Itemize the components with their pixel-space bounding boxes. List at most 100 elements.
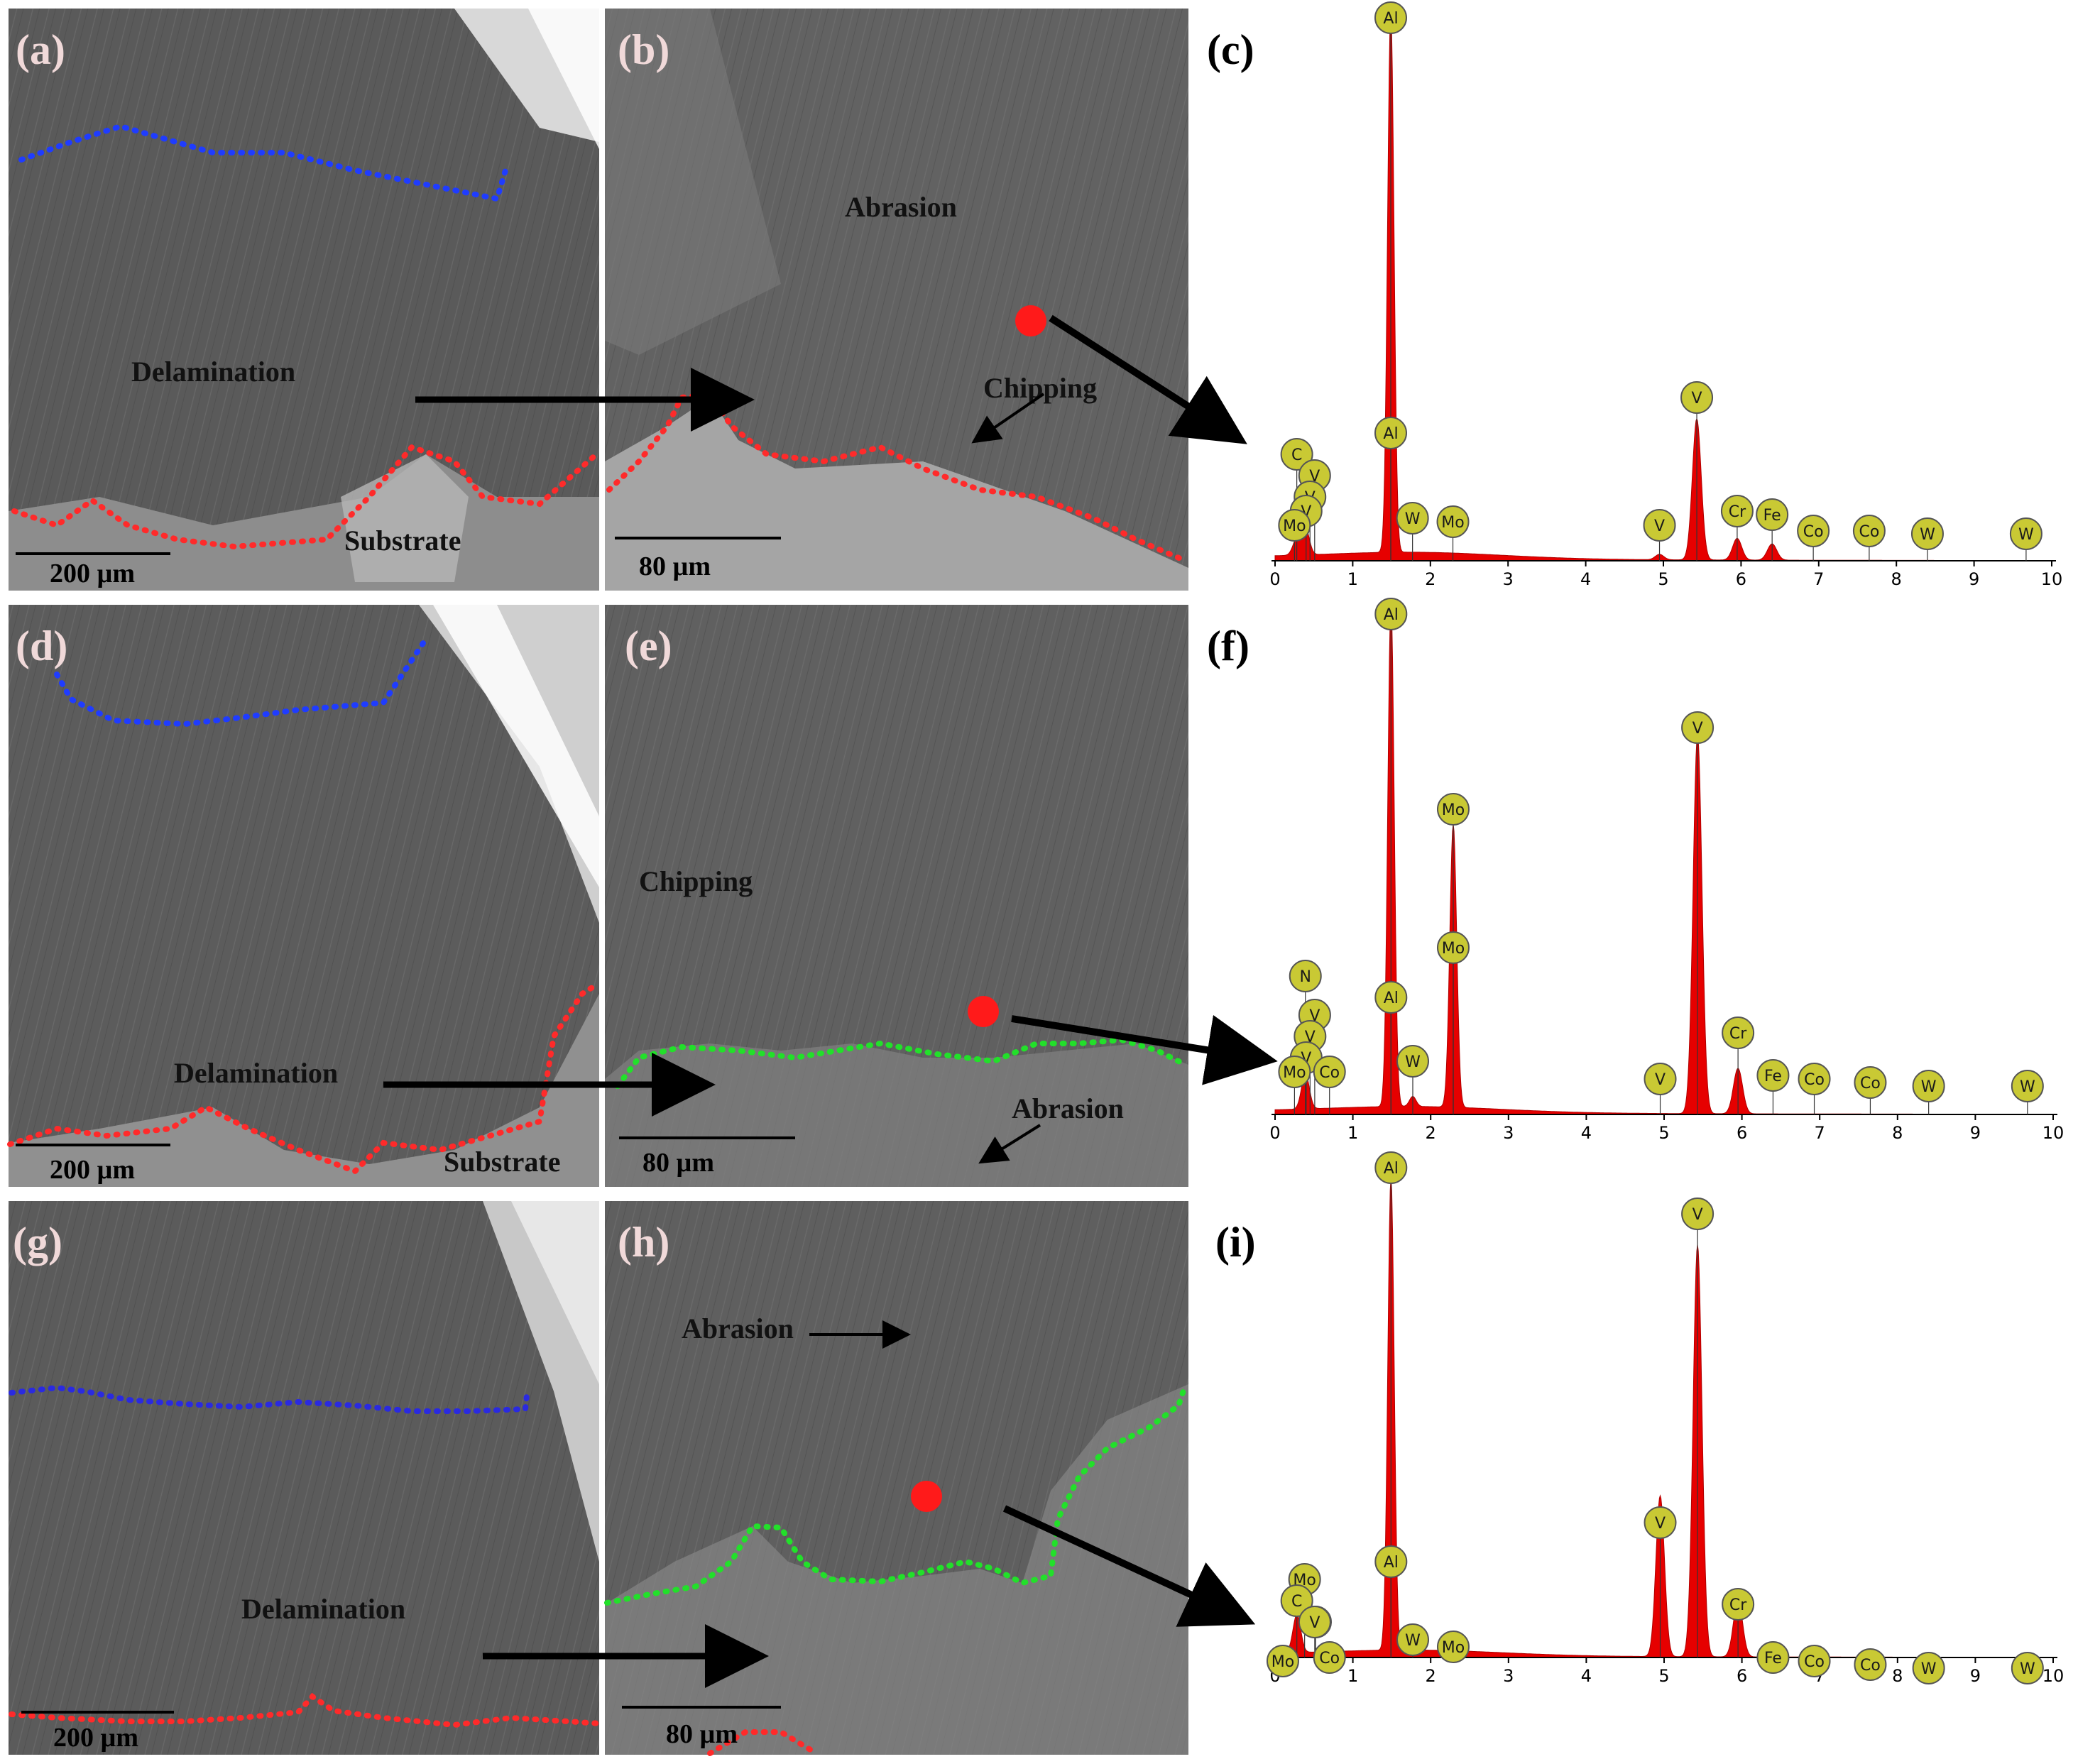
element-marker-w: W (2011, 1070, 2044, 1114)
x-tick-label: 5 (1658, 569, 1668, 589)
element-marker-cr: Cr (1720, 495, 1754, 561)
element-marker-fe: Fe (1756, 1641, 1790, 1674)
svg-text:W: W (2018, 526, 2034, 544)
element-marker-w: W (2011, 1652, 2044, 1684)
x-tick-label: 7 (1813, 569, 1824, 589)
svg-text:W: W (1921, 1660, 1937, 1678)
panel-label-i: (i) (1215, 1219, 1256, 1266)
svg-text:Co: Co (1319, 1064, 1340, 1082)
svg-text:W: W (1405, 1632, 1421, 1650)
element-marker-v: V (1681, 1198, 1715, 1657)
x-tick-label: 5 (1658, 1123, 1669, 1143)
element-marker-w: W (2009, 517, 2042, 561)
x-tick-label: 4 (1581, 1123, 1592, 1143)
svg-text:Al: Al (1384, 990, 1399, 1007)
eds-spectrum-c: 012345678910AlAlCVVVMoWMoVVCrFeCoCoWW (1269, 1, 2063, 589)
x-tick-label: 10 (2042, 1123, 2065, 1143)
svg-text:Cr: Cr (1729, 1025, 1747, 1043)
element-marker-w: W (1396, 502, 1429, 561)
element-marker-mo: Mo (1436, 931, 1470, 1114)
x-tick-label: 3 (1503, 1666, 1514, 1686)
scale-bar-label: 80 µm (639, 552, 711, 581)
panel-label-a: (a) (16, 26, 65, 73)
element-marker-fe: Fe (1756, 1059, 1790, 1114)
scale-bar-label: 200 µm (50, 559, 135, 588)
svg-text:Mo: Mo (1272, 1653, 1294, 1671)
svg-text:Mo: Mo (1442, 801, 1465, 819)
element-marker-mo: Mo (1436, 1631, 1470, 1663)
annotation-chipping: Chipping (639, 865, 753, 897)
element-marker-mo: Mo (1436, 505, 1470, 561)
element-marker-v: V (1681, 711, 1715, 1114)
x-tick-label: 10 (2041, 569, 2063, 589)
blue-boundary-line (54, 636, 429, 728)
element-marker-co: Co (1852, 515, 1886, 561)
element-marker-co: Co (1313, 1056, 1346, 1114)
panel-label-g: (g) (13, 1219, 62, 1266)
svg-text:C: C (1291, 1593, 1302, 1611)
svg-text:W: W (1405, 510, 1421, 528)
scale-bar-label: 200 µm (50, 1155, 135, 1185)
red-boundary-line (707, 1729, 819, 1756)
annotation-delamination: Delamination (174, 1057, 338, 1089)
element-marker-mo: Mo (1278, 509, 1311, 561)
element-marker-co: Co (1854, 1066, 1887, 1114)
x-tick-label: 5 (1658, 1666, 1669, 1686)
svg-text:Al: Al (1383, 425, 1398, 443)
x-tick-label: 6 (1736, 569, 1746, 589)
element-marker-v: V (1643, 509, 1676, 561)
spectrum-area (1274, 1176, 2054, 1658)
annotation-delamination: Delamination (131, 356, 295, 388)
panel-h: (h) Abrasion 80 µm (604, 1201, 1188, 1756)
element-marker-w: W (1396, 1623, 1429, 1657)
annotation-substrate: Substrate (344, 525, 461, 557)
svg-text:V: V (1309, 1614, 1320, 1632)
svg-text:Al: Al (1384, 1160, 1399, 1178)
x-tick-label: 9 (1969, 569, 1979, 589)
element-marker-cr: Cr (1722, 1017, 1755, 1114)
panel-e: (e) Chipping Abrasion 80 µm (605, 605, 1188, 1187)
svg-text:W: W (2020, 1660, 2035, 1678)
element-marker-co: Co (1798, 1063, 1831, 1114)
scale-bar-label: 80 µm (642, 1148, 714, 1178)
svg-text:Co: Co (1859, 523, 1879, 541)
green-boundary-line (604, 1381, 1188, 1606)
svg-text:Mo: Mo (1441, 514, 1464, 532)
svg-text:W: W (1405, 1053, 1421, 1071)
element-marker-al: Al (1374, 417, 1408, 561)
element-marker-v: V (1644, 1506, 1677, 1657)
spot-to-spectrum-arrow-f (1011, 1014, 1278, 1085)
svg-text:W: W (1921, 1078, 1937, 1096)
annotation-delamination: Delamination (241, 1593, 405, 1625)
element-marker-co: Co (1797, 515, 1830, 561)
element-marker-v: V (1644, 1063, 1677, 1114)
x-tick-label: 0 (1269, 569, 1280, 589)
annotation-substrate: Substrate (444, 1146, 560, 1178)
svg-text:Fe: Fe (1763, 507, 1781, 525)
element-marker-cr: Cr (1722, 1588, 1755, 1657)
blue-boundary-line (18, 123, 508, 202)
spot-to-spectrum-arrow-c (1049, 314, 1247, 444)
red-boundary-line (7, 984, 596, 1175)
svg-text:Co: Co (1804, 1653, 1825, 1671)
x-tick-label: 3 (1503, 1123, 1514, 1143)
substrate-region (605, 398, 1188, 591)
svg-text:V: V (1692, 390, 1702, 407)
svg-text:W: W (2020, 1078, 2035, 1096)
panel-b: (b) Abrasion Chipping 80 µm (605, 9, 1188, 591)
element-marker-v: V (1680, 381, 1714, 561)
annotation-abrasion: Abrasion (682, 1313, 794, 1344)
element-marker-c: C (1280, 1584, 1313, 1657)
annotation-abrasion: Abrasion (1012, 1092, 1124, 1124)
panel-d: (d) Delamination Substrate 200 µm (7, 605, 599, 1187)
svg-text:Mo: Mo (1442, 940, 1465, 958)
svg-text:W: W (1920, 526, 1935, 544)
panel-label-e: (e) (625, 623, 672, 669)
svg-text:C: C (1291, 446, 1302, 464)
element-marker-co: Co (1798, 1645, 1831, 1677)
panel-label-b: (b) (618, 26, 669, 73)
eds-spot (968, 996, 999, 1027)
red-boundary-line (9, 1692, 602, 1728)
svg-text:Cr: Cr (1729, 1596, 1747, 1614)
svg-text:Fe: Fe (1764, 1068, 1782, 1085)
